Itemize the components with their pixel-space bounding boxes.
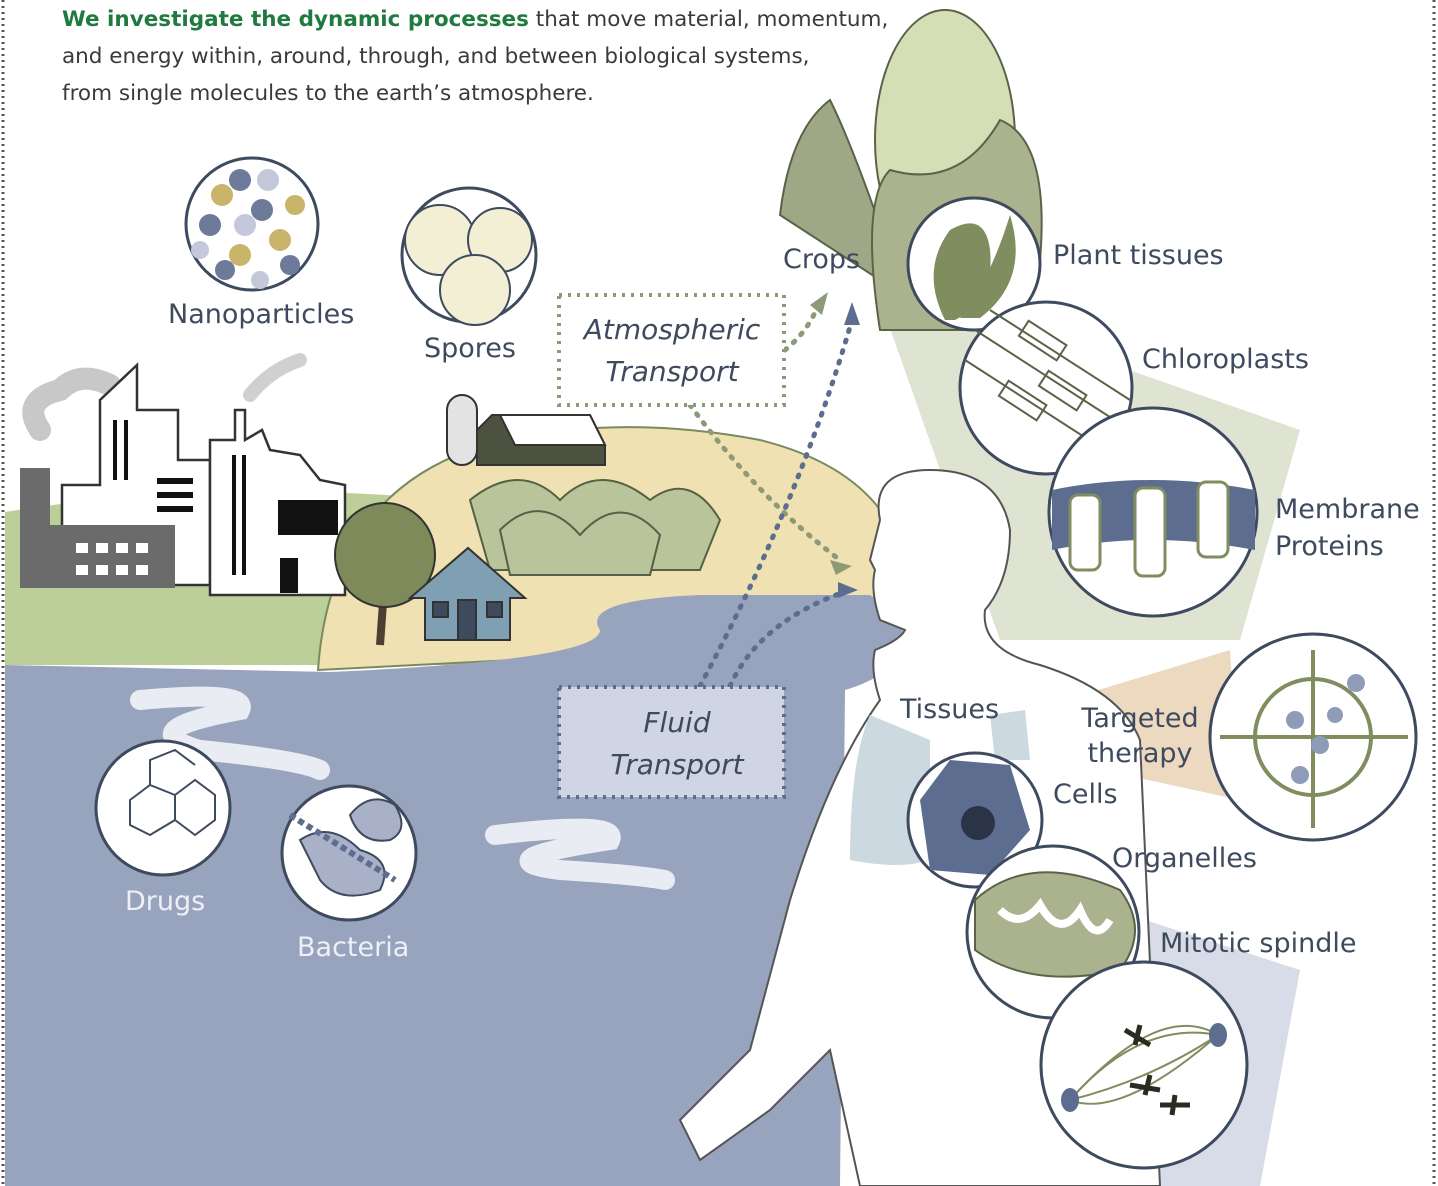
arrow-heads-part	[844, 302, 860, 325]
label: Organelles	[1112, 843, 1257, 874]
farm-part	[500, 415, 605, 445]
detail-circles-part-part	[285, 195, 305, 215]
detail-circles-part-part	[440, 255, 510, 325]
intro-line: and energy within, around, through, and …	[62, 44, 810, 69]
detail-circles-part-part	[1347, 674, 1365, 692]
farm-part	[447, 395, 477, 465]
label: Cells	[1053, 779, 1118, 810]
label: Mitotic spindle	[1160, 928, 1357, 959]
factories-part-part	[136, 565, 148, 575]
detail-circles-part-part	[251, 271, 269, 289]
factories-part-part	[116, 565, 128, 575]
intro-text: that move material, momentum,	[536, 7, 889, 32]
label: Membrane	[1275, 494, 1420, 525]
detail-circles-part-part	[251, 199, 273, 221]
detail-circles-part-part	[1327, 707, 1343, 723]
detail-circles-part-part	[211, 184, 233, 206]
detail-circles-part	[96, 741, 230, 875]
detail-circles-part-part	[1311, 736, 1329, 754]
factories-part-part	[157, 492, 193, 498]
label: therapy	[1087, 738, 1192, 769]
factories-part-part	[242, 455, 246, 575]
detail-circles-part-part	[257, 169, 279, 191]
label: Drugs	[125, 886, 205, 917]
factories-part-part	[113, 420, 117, 480]
factories-part-part	[157, 506, 193, 512]
detail-circles-part	[1041, 962, 1247, 1168]
factories-part-part	[124, 420, 128, 480]
intro-line: from single molecules to the earth’s atm…	[62, 81, 594, 106]
detail-circles-part-part	[269, 229, 291, 251]
illustration: We investigate the dynamic processes tha…	[0, 0, 1438, 1186]
detail-circles-part-part	[280, 255, 300, 275]
detail-circles-part-part	[229, 169, 251, 191]
detail-circles-part-part	[191, 241, 209, 259]
farm-part	[433, 602, 448, 617]
factories-part-part	[76, 543, 88, 553]
label: Crops	[783, 244, 860, 275]
farm-part	[487, 602, 502, 617]
transport-label: Fluid	[643, 706, 710, 739]
intro-line: We investigate the dynamic processes tha…	[62, 7, 888, 32]
factories-part-part	[76, 565, 88, 575]
label: Nanoparticles	[168, 299, 354, 330]
detail-circles-part-part	[1135, 488, 1165, 576]
label: Tissues	[899, 694, 999, 725]
atmospheric-box	[559, 295, 784, 405]
farm-part	[458, 600, 476, 640]
label: Chloroplasts	[1142, 344, 1309, 375]
detail-circles-part-part	[1209, 1023, 1227, 1047]
factories-part-part	[96, 565, 108, 575]
label: Targeted	[1080, 703, 1198, 734]
factories-part	[33, 379, 110, 430]
transport-label: Atmospheric	[582, 313, 761, 346]
farm-part	[470, 480, 720, 575]
label: Bacteria	[297, 932, 409, 963]
detail-circles-part-part	[1198, 482, 1228, 557]
factories-part	[250, 360, 300, 395]
detail-circles-part-part	[1070, 495, 1100, 570]
transport-label: Transport	[605, 355, 739, 388]
detail-circles-part	[961, 806, 995, 840]
factories-part-part	[232, 455, 236, 575]
label: Proteins	[1275, 531, 1384, 562]
factories-part-part	[136, 543, 148, 553]
detail-circles-part-part	[1061, 1088, 1079, 1112]
factories-part-part	[278, 500, 338, 535]
factories-part-part	[157, 478, 193, 484]
intro-highlight: We investigate the dynamic processes	[62, 7, 529, 32]
label: Plant tissues	[1053, 240, 1224, 271]
arrow-heads-part	[810, 292, 828, 315]
factories-part-part	[116, 543, 128, 553]
detail-circles-part-part	[199, 214, 221, 236]
factories	[20, 360, 345, 595]
factories-part	[20, 525, 175, 588]
factories-part-part	[280, 558, 298, 593]
detail-circles-part-part	[1291, 766, 1309, 784]
label: Spores	[424, 333, 516, 364]
factories-part-part	[96, 543, 108, 553]
detail-circles-part-part	[1286, 711, 1304, 729]
detail-circles-part-part	[234, 214, 256, 236]
detail-circles-part-part	[229, 244, 251, 266]
detail-circles-part-part	[215, 260, 235, 280]
transport-label: Transport	[610, 748, 744, 781]
